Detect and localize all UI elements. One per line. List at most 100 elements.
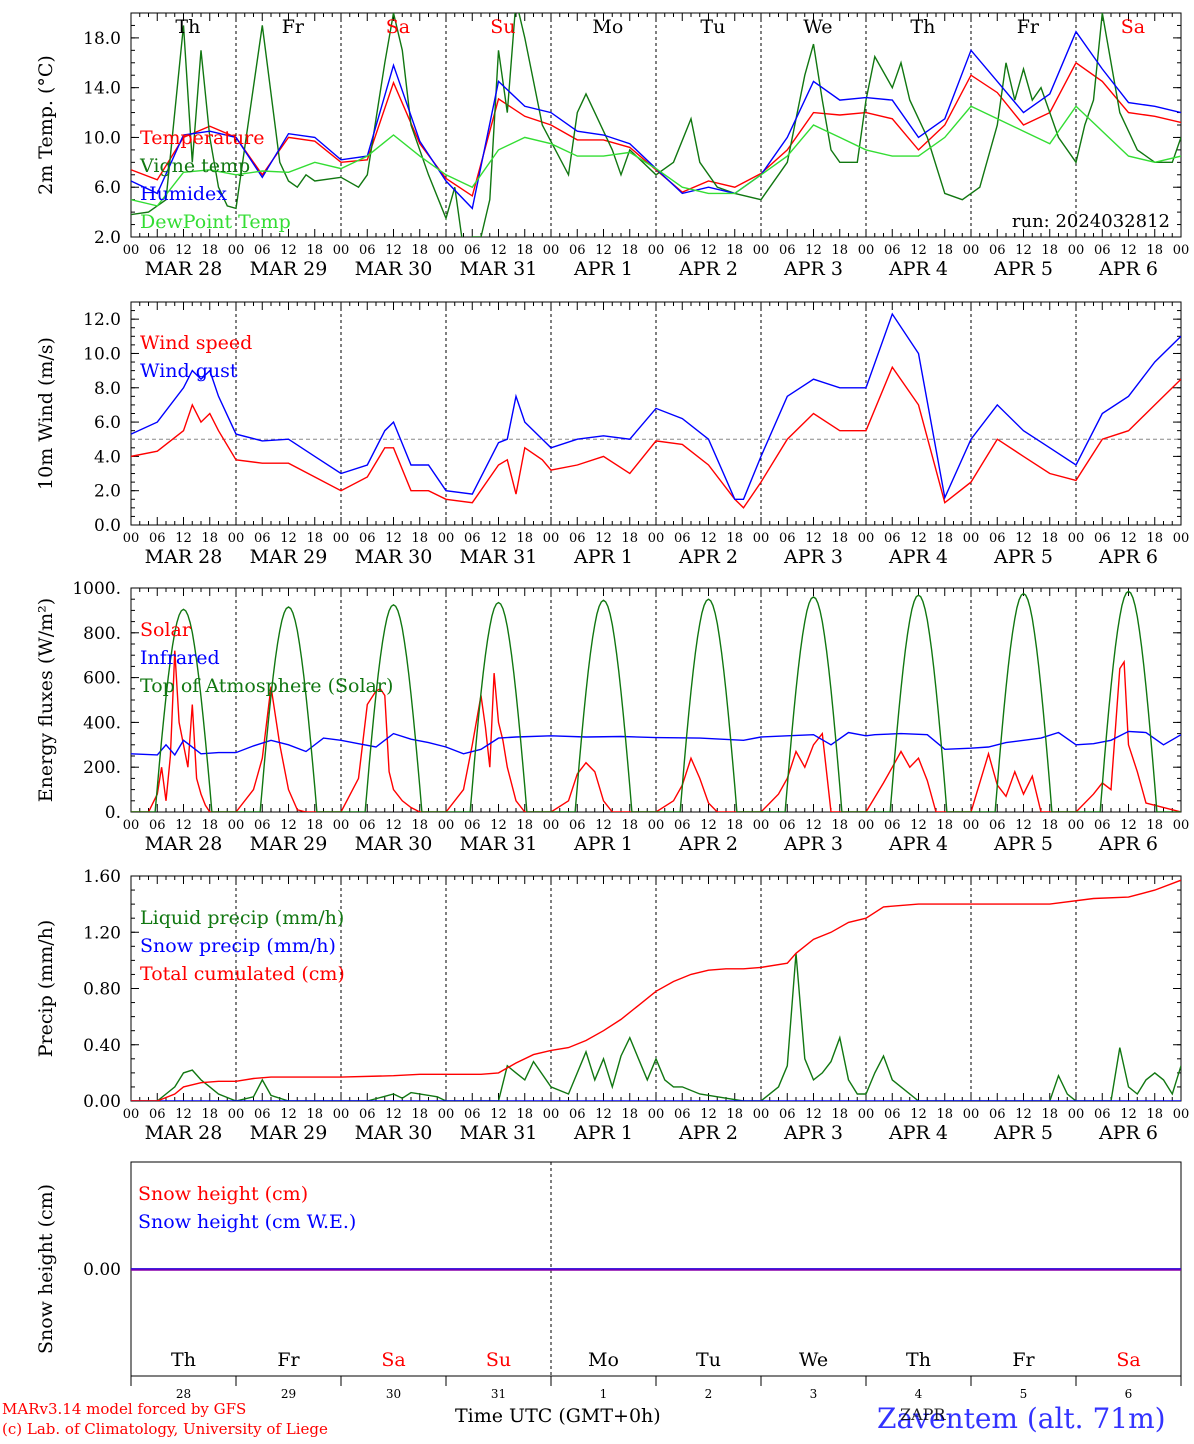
hour-tick-label: 18 (621, 531, 638, 546)
hour-tick-label: 18 (411, 243, 428, 258)
hour-tick-label: 12 (700, 531, 717, 546)
day-number-label: 28 (176, 1387, 191, 1401)
y-tick-label: 6.0 (94, 178, 121, 198)
weekday-label-bottom: Su (486, 1349, 511, 1371)
y-axis-title: Energy fluxes (W/m²) (35, 598, 57, 802)
y-tick-label: 0.00 (83, 1092, 121, 1112)
hour-tick-label: 18 (1146, 1107, 1163, 1122)
date-label: APR 2 (678, 1122, 738, 1144)
hour-tick-label: 12 (700, 243, 717, 258)
hour-tick-label: 12 (280, 243, 297, 258)
hour-tick-label: 18 (621, 1107, 638, 1122)
y-tick-label: 1000. (72, 579, 121, 599)
hour-tick-label: 00 (858, 243, 875, 258)
y-tick-label: 12.0 (83, 310, 121, 330)
weekday-label-top: Th (175, 16, 200, 38)
hour-tick-label: 00 (858, 1107, 875, 1122)
hour-tick-label: 18 (201, 243, 218, 258)
station-overlap-label: ZAPR (900, 1405, 946, 1424)
legend-entry: Wind speed (140, 332, 252, 354)
hour-tick-label: 18 (516, 818, 533, 833)
day-number-label: 2 (705, 1387, 713, 1401)
hour-tick-label: 12 (595, 1107, 612, 1122)
hour-tick-label: 00 (963, 243, 980, 258)
hour-tick-label: 00 (1068, 243, 1085, 258)
hour-tick-label: 06 (359, 531, 376, 546)
y-axis-title: 2m Temp. (°C) (35, 55, 57, 195)
hour-tick-label: 12 (1120, 1107, 1137, 1122)
hour-tick-label: 00 (963, 531, 980, 546)
date-label: MAR 30 (355, 258, 433, 280)
x-axis-title: Time UTC (GMT+0h) (455, 1405, 661, 1427)
weekday-label-bottom: Sa (1116, 1349, 1140, 1371)
date-label: APR 1 (573, 546, 633, 568)
y-axis-title: Precip (mm/h) (35, 920, 57, 1058)
hour-tick-label: 06 (779, 818, 796, 833)
hour-tick-label: 06 (884, 1107, 901, 1122)
series-line-solar (131, 650, 1181, 812)
series-group (131, 13, 1181, 237)
series-line-vigne-temp (131, 13, 1181, 237)
date-label: APR 1 (573, 1122, 633, 1144)
hour-tick-label: 00 (648, 1107, 665, 1122)
date-label: MAR 29 (250, 833, 328, 855)
hour-tick-label: 12 (595, 243, 612, 258)
day-number-label: 5 (1020, 1387, 1028, 1401)
series-line-total-cumulated-cm- (131, 879, 1181, 1101)
hour-tick-label: 18 (1146, 531, 1163, 546)
weekday-label-bottom: Tu (696, 1349, 721, 1371)
panel-4: 00 06 12 18 00 06 12 18 00 06 12 18 00 06 12 18 00 06 12 18… (35, 867, 1189, 1144)
date-label: APR 2 (678, 833, 738, 855)
legend-entry: Infrared (140, 647, 220, 669)
hour-tick-label: 18 (306, 531, 323, 546)
hour-tick-label: 18 (306, 818, 323, 833)
hour-tick-label: 18 (831, 531, 848, 546)
date-label: APR 1 (573, 258, 633, 280)
hour-tick-label: 12 (280, 818, 297, 833)
legend-entry: Wind gust (140, 360, 238, 382)
panel-2: 00 06 12 18 00 06 12 18 00 06 12 18 00 06 12 18 00 06 12 18… (35, 301, 1189, 568)
hour-tick-label: 18 (411, 1107, 428, 1122)
hour-tick-label: 18 (516, 1107, 533, 1122)
hour-tick-label: 00 (648, 531, 665, 546)
hour-tick-label: 18 (201, 531, 218, 546)
hour-tick-label: 18 (831, 818, 848, 833)
hour-tick-label: 12 (490, 531, 507, 546)
y-tick-label: 10.0 (83, 128, 121, 148)
hour-tick-label: 18 (1041, 531, 1058, 546)
y-tick-label: 200. (83, 758, 121, 778)
hour-tick-label: 18 (516, 243, 533, 258)
y-tick-label: 800. (83, 624, 121, 644)
series-line-dewpoint-temp (131, 105, 1181, 207)
panel-1: 00 06 12 18 00 06 12 18 00 06 12 18 00 06 12 18 00 06 12 18… (35, 12, 1189, 280)
hour-tick-label: 00 (438, 243, 455, 258)
hour-tick-label: 00 (753, 1107, 770, 1122)
weekday-label-top: Mo (592, 16, 623, 38)
hour-tick-label: 06 (464, 531, 481, 546)
hour-tick-label: 18 (831, 243, 848, 258)
legend-entry: Snow precip (mm/h) (140, 935, 336, 957)
hour-tick-label: 12 (280, 1107, 297, 1122)
hour-tick-label: 06 (674, 1107, 691, 1122)
hour-tick-label: 06 (254, 243, 271, 258)
hour-tick-label: 12 (910, 243, 927, 258)
weekday-label-top: Sa (386, 16, 410, 38)
date-label: APR 4 (888, 1122, 948, 1144)
hour-tick-label: 12 (910, 818, 927, 833)
date-label: MAR 31 (460, 258, 538, 280)
y-tick-label: 14.0 (83, 79, 121, 99)
date-label: MAR 28 (145, 833, 223, 855)
date-label: APR 3 (783, 546, 843, 568)
hour-tick-label: 18 (726, 531, 743, 546)
weekday-label-bottom: Th (171, 1349, 196, 1371)
date-label: MAR 30 (355, 1122, 433, 1144)
hour-tick-label: 12 (595, 531, 612, 546)
station-name: Zaventem (alt. 71m) (877, 1402, 1166, 1435)
hour-tick-label: 12 (385, 243, 402, 258)
hour-tick-label: 12 (805, 818, 822, 833)
series-group (131, 879, 1181, 1101)
hour-tick-label: 06 (254, 1107, 271, 1122)
weekday-label-top: Fr (1017, 16, 1040, 38)
hour-tick-label: 00 (228, 243, 245, 258)
